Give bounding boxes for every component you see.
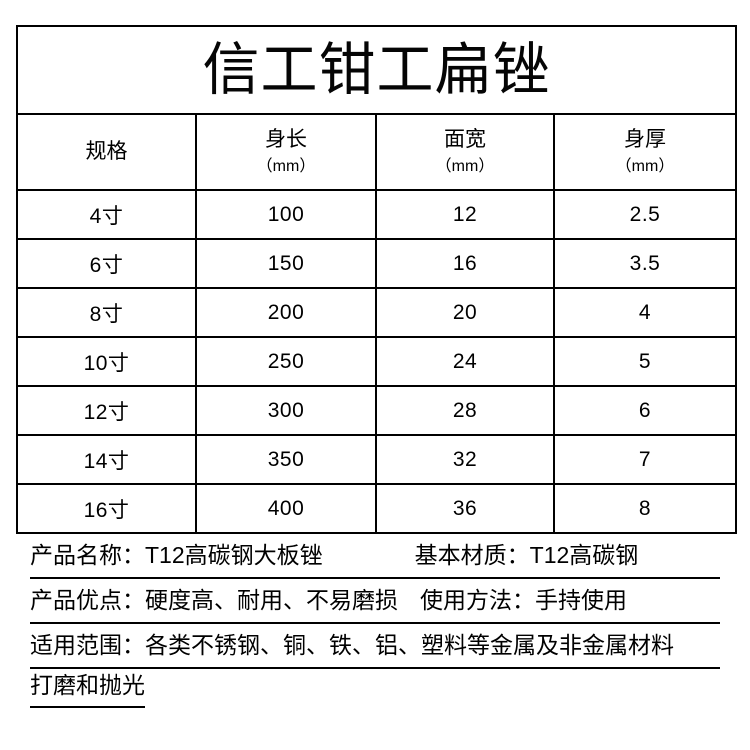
detail-base-material: 基本材质：T12高碳钢: [414, 542, 639, 568]
detail-row-applicable-scope: 适用范围：各类不锈钢、铜、铁、铝、塑料等金属及非金属材料: [30, 624, 720, 669]
table-row: 6寸 150 16 3.5: [16, 238, 737, 289]
cell-thickness: 2.5: [553, 189, 737, 240]
table-row: 14寸 350 32 7: [16, 434, 737, 485]
title-row: 信工钳工扁锉: [16, 25, 737, 115]
product-details-list: 产品名称：T12高碳钢大板锉 基本材质：T12高碳钢 产品优点：硬度高、耐用、不…: [30, 534, 720, 713]
column-header-spec-label: 规格: [85, 139, 128, 163]
cell-width: 12: [375, 189, 555, 240]
cell-spec: 6寸: [16, 238, 197, 289]
table-row: 10寸 250 24 5: [16, 336, 737, 387]
detail-row-advantages-usage: 产品优点：硬度高、耐用、不易磨损 使用方法：手持使用: [30, 579, 720, 624]
cell-spec: 4寸: [16, 189, 197, 240]
column-header-thickness: 身厚 （mm）: [553, 113, 737, 191]
cell-length: 100: [195, 189, 377, 240]
column-header-length-label: 身长: [265, 128, 307, 152]
cell-length: 150: [195, 238, 377, 289]
cell-spec: 12寸: [16, 385, 197, 436]
cell-spec: 8寸: [16, 287, 197, 338]
cell-width: 24: [375, 336, 555, 387]
specification-table: 信工钳工扁锉 规格 身长 （mm） 面宽 （mm） 身厚 （mm）: [16, 25, 737, 534]
cell-spec: 16寸: [16, 483, 197, 534]
cell-spec: 10寸: [16, 336, 197, 387]
column-header-length: 身长 （mm）: [195, 113, 377, 191]
column-header-spec: 规格: [16, 113, 197, 191]
column-header-length-unit: （mm）: [256, 157, 316, 175]
column-header-width-label: 面宽: [444, 128, 486, 152]
cell-length: 250: [195, 336, 377, 387]
detail-applicable-scope: 适用范围：各类不锈钢、铜、铁、铝、塑料等金属及非金属材料: [30, 632, 674, 658]
page-title: 信工钳工扁锉: [16, 25, 737, 115]
column-header-width-unit: （mm）: [435, 157, 495, 175]
cell-width: 20: [375, 287, 555, 338]
table-row: 8寸 200 20 4: [16, 287, 737, 338]
detail-advantages: 产品优点：硬度高、耐用、不易磨损: [30, 587, 398, 613]
cell-thickness: 7: [553, 434, 737, 485]
cell-thickness: 8: [553, 483, 737, 534]
column-header-thickness-label: 身厚: [624, 128, 666, 152]
cell-thickness: 3.5: [553, 238, 737, 289]
cell-spec: 14寸: [16, 434, 197, 485]
cell-width: 36: [375, 483, 555, 534]
cell-width: 16: [375, 238, 555, 289]
detail-row-name-material: 产品名称：T12高碳钢大板锉 基本材质：T12高碳钢: [30, 534, 720, 579]
detail-usage-method: 使用方法：手持使用: [420, 587, 627, 613]
cell-length: 200: [195, 287, 377, 338]
cell-thickness: 6: [553, 385, 737, 436]
cell-width: 28: [375, 385, 555, 436]
column-header-width: 面宽 （mm）: [375, 113, 555, 191]
column-header-thickness-unit: （mm）: [615, 157, 675, 175]
table-header-row: 规格 身长 （mm） 面宽 （mm） 身厚 （mm）: [16, 113, 737, 191]
detail-applicable-scope-continued: 打磨和抛光: [30, 674, 145, 708]
table-row: 16寸 400 36 8: [16, 483, 737, 534]
cell-thickness: 4: [553, 287, 737, 338]
cell-length: 350: [195, 434, 377, 485]
cell-length: 400: [195, 483, 377, 534]
cell-length: 300: [195, 385, 377, 436]
table-row: 4寸 100 12 2.5: [16, 189, 737, 240]
table-row: 12寸 300 28 6: [16, 385, 737, 436]
cell-thickness: 5: [553, 336, 737, 387]
detail-row-applicable-scope-cont: 打磨和抛光: [30, 669, 720, 713]
detail-product-name: 产品名称：T12高碳钢大板锉: [30, 542, 323, 568]
cell-width: 32: [375, 434, 555, 485]
